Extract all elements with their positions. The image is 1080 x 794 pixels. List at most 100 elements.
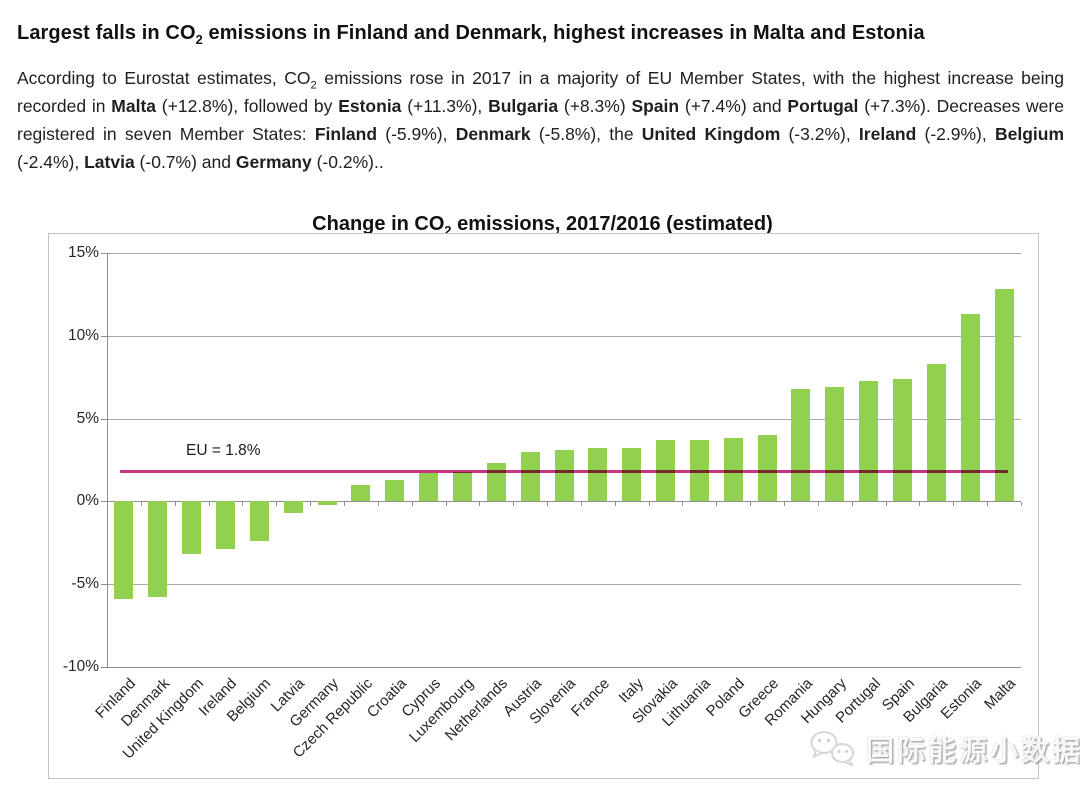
gridline — [107, 667, 1021, 668]
gridline — [107, 253, 1021, 254]
eu-average-line — [119, 470, 1009, 474]
category-axis-tick — [648, 502, 650, 507]
category-axis-tick — [987, 502, 989, 507]
category-axis-tick — [580, 502, 582, 507]
text-run: Portugal — [787, 95, 859, 116]
text-run: (+12.8%), followed by — [156, 95, 339, 116]
text-run: Latvia — [84, 152, 135, 173]
bar — [452, 471, 472, 502]
headline: Largest falls in CO2 emissions in Finlan… — [17, 20, 1067, 46]
category-axis-tick — [276, 502, 278, 507]
text-run: (-5.8%), the — [530, 124, 642, 145]
text-run: Estonia — [338, 95, 402, 116]
category-axis-tick — [682, 502, 684, 507]
category-axis-tick — [919, 502, 921, 507]
text-run: Malta — [111, 95, 156, 116]
bar — [182, 501, 202, 555]
y-axis-tick — [101, 667, 107, 668]
text-run: Ireland — [858, 124, 917, 145]
y-axis-label: 10% — [67, 326, 99, 344]
category-axis-tick — [547, 502, 549, 507]
bar — [486, 463, 506, 502]
intro-paragraph: According to Eurostat estimates, CO2 emi… — [17, 64, 1064, 177]
category-axis-tick — [817, 502, 819, 507]
text-run: Change in CO — [312, 212, 445, 235]
bar — [622, 448, 642, 502]
bar — [757, 435, 777, 502]
y-axis-tick — [101, 335, 107, 337]
text-run: United Kingdom — [641, 124, 781, 145]
eu-average-label: EU = 1.8% — [186, 442, 261, 459]
y-axis-label: 15% — [67, 244, 99, 261]
bar — [317, 501, 337, 505]
category-axis-tick — [343, 502, 345, 507]
y-axis-label: 0% — [76, 492, 99, 510]
gridline — [107, 418, 1021, 420]
bar — [825, 387, 845, 502]
text-run: emissions, 2017/2016 (estimated) — [451, 212, 773, 235]
text-run: Spain — [631, 95, 680, 116]
bar — [588, 448, 608, 502]
bar — [419, 473, 439, 502]
text-run: (-2.4%), — [17, 152, 85, 173]
text-run: (-0.7%) and — [134, 152, 236, 173]
y-axis-tick — [101, 253, 107, 254]
bar — [723, 438, 743, 502]
category-axis-tick — [242, 502, 244, 507]
bar — [859, 380, 879, 502]
category-axis-tick — [513, 502, 515, 507]
text-run: Finland — [314, 124, 378, 145]
category-axis-tick — [377, 502, 379, 507]
bar — [385, 479, 405, 502]
y-axis-tick — [101, 501, 107, 503]
category-axis-tick — [107, 502, 108, 507]
text-run: (-0.2%).. — [311, 152, 384, 173]
bar — [893, 378, 913, 502]
text-run: 2 — [310, 79, 317, 91]
bar — [791, 388, 811, 502]
text-run: emissions in Finland and Denmark, highes… — [202, 22, 925, 45]
y-axis-tick — [101, 418, 107, 420]
category-axis-tick — [479, 502, 481, 507]
text-run: Belgium — [994, 124, 1065, 145]
bar — [249, 501, 269, 542]
y-axis-line — [107, 253, 108, 667]
text-run: (+11.3%), — [401, 95, 489, 116]
category-axis-tick — [208, 502, 210, 507]
text-run: (-5.9%), — [377, 124, 456, 145]
gridline — [107, 584, 1021, 586]
bar — [148, 501, 168, 598]
category-axis-tick — [310, 502, 312, 507]
bar — [114, 501, 134, 600]
category-axis-tick — [885, 502, 887, 507]
text-run: (-3.2%), — [780, 124, 859, 145]
text-run: 2 — [444, 222, 452, 238]
category-axis-tick — [174, 502, 176, 507]
category-axis-tick — [953, 502, 955, 507]
text-run: Bulgaria — [488, 95, 559, 116]
bar — [926, 363, 946, 502]
bar — [283, 501, 303, 513]
text-run: (+7.3%). Decreases were registered in se… — [17, 95, 1064, 145]
text-run: 2 — [195, 32, 203, 48]
y-axis-tick — [101, 584, 107, 586]
category-axis-tick — [851, 502, 853, 507]
chart-title: Change in CO2 emissions, 2017/2016 (esti… — [48, 212, 1037, 238]
text-run: According to Eurostat estimates, CO — [17, 67, 311, 88]
bar — [994, 289, 1014, 502]
category-axis-tick — [1021, 502, 1022, 507]
text-run: Denmark — [455, 124, 531, 145]
bar — [554, 450, 574, 502]
category-axis-tick — [750, 502, 752, 507]
gridline — [107, 335, 1021, 337]
y-axis-label: -5% — [71, 575, 99, 593]
category-axis-tick — [140, 502, 142, 507]
bar — [215, 501, 235, 550]
category-axis-tick — [784, 502, 786, 507]
text-run: Germany — [235, 152, 312, 173]
bar — [960, 314, 980, 502]
category-axis-tick — [445, 502, 447, 507]
category-axis-tick — [716, 502, 718, 507]
text-run: emissions rose in 2017 in a majority of … — [17, 67, 1064, 116]
